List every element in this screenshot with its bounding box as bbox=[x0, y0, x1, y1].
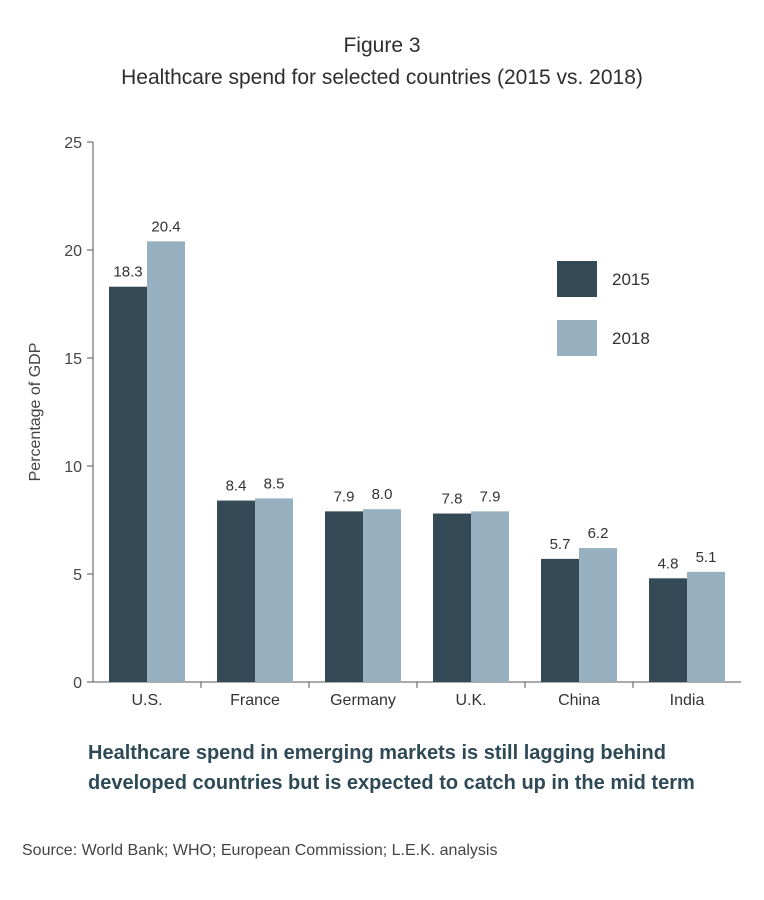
bar-2015-India bbox=[649, 578, 687, 682]
data-label: 18.3 bbox=[113, 264, 142, 281]
data-label: 6.2 bbox=[588, 525, 609, 542]
y-tick-label: 25 bbox=[64, 135, 82, 152]
bar-2018-Germany bbox=[363, 509, 401, 682]
x-tick-label: U.K. bbox=[455, 692, 486, 709]
takeaway-line-2: developed countries but is expected to c… bbox=[88, 772, 695, 794]
bar-chart: 0 5 10 15 20 25 Percentage of GDP 18.3 20.4 U.S. 8… bbox=[27, 135, 741, 709]
data-label: 8.5 bbox=[264, 475, 285, 492]
data-label: 7.8 bbox=[442, 491, 463, 508]
bar-2015-China bbox=[541, 558, 579, 682]
y-tick-label: 0 bbox=[73, 675, 82, 692]
chart-title: Healthcare spend for selected countries … bbox=[121, 66, 643, 89]
y-tick-label: 15 bbox=[64, 351, 82, 368]
y-tick-label: 10 bbox=[64, 459, 82, 476]
x-tick-label: U.S. bbox=[131, 692, 162, 709]
source-note: Source: World Bank; WHO; European Commis… bbox=[22, 842, 498, 859]
bar-2018-U.K. bbox=[471, 511, 509, 682]
figure-label: Figure 3 bbox=[343, 34, 421, 57]
y-tick-label: 20 bbox=[64, 243, 82, 260]
bar-2015-U.S. bbox=[109, 286, 147, 682]
data-label: 7.9 bbox=[480, 488, 501, 505]
data-label: 8.0 bbox=[372, 486, 393, 503]
legend-swatch-2015 bbox=[557, 261, 597, 297]
y-tick-label: 5 bbox=[73, 567, 82, 584]
takeaway-text: Healthcare spend in emerging markets is … bbox=[88, 738, 758, 798]
legend-label: 2018 bbox=[612, 329, 650, 348]
x-tick-label: France bbox=[230, 692, 280, 709]
data-label: 8.4 bbox=[226, 478, 247, 495]
x-tick-label: Germany bbox=[330, 692, 396, 709]
x-tick-label: India bbox=[670, 692, 705, 709]
data-label: 5.7 bbox=[550, 536, 571, 553]
data-label: 5.1 bbox=[696, 549, 717, 566]
bar-2015-France bbox=[217, 500, 255, 682]
bar-2015-Germany bbox=[325, 511, 363, 682]
bar-2018-U.S. bbox=[147, 241, 185, 683]
data-label: 7.9 bbox=[334, 488, 355, 505]
bar-2015-U.K. bbox=[433, 513, 471, 682]
x-tick-label: China bbox=[558, 692, 600, 709]
y-axis-title: Percentage of GDP bbox=[27, 343, 44, 482]
legend-swatch-2018 bbox=[557, 320, 597, 356]
takeaway-line-1: Healthcare spend in emerging markets is … bbox=[88, 742, 666, 764]
data-label: 20.4 bbox=[151, 218, 180, 235]
bar-2018-France bbox=[255, 498, 293, 682]
data-label: 4.8 bbox=[658, 555, 679, 572]
bar-2018-China bbox=[579, 548, 617, 682]
bar-2018-India bbox=[687, 571, 725, 682]
legend-label: 2015 bbox=[612, 270, 650, 289]
